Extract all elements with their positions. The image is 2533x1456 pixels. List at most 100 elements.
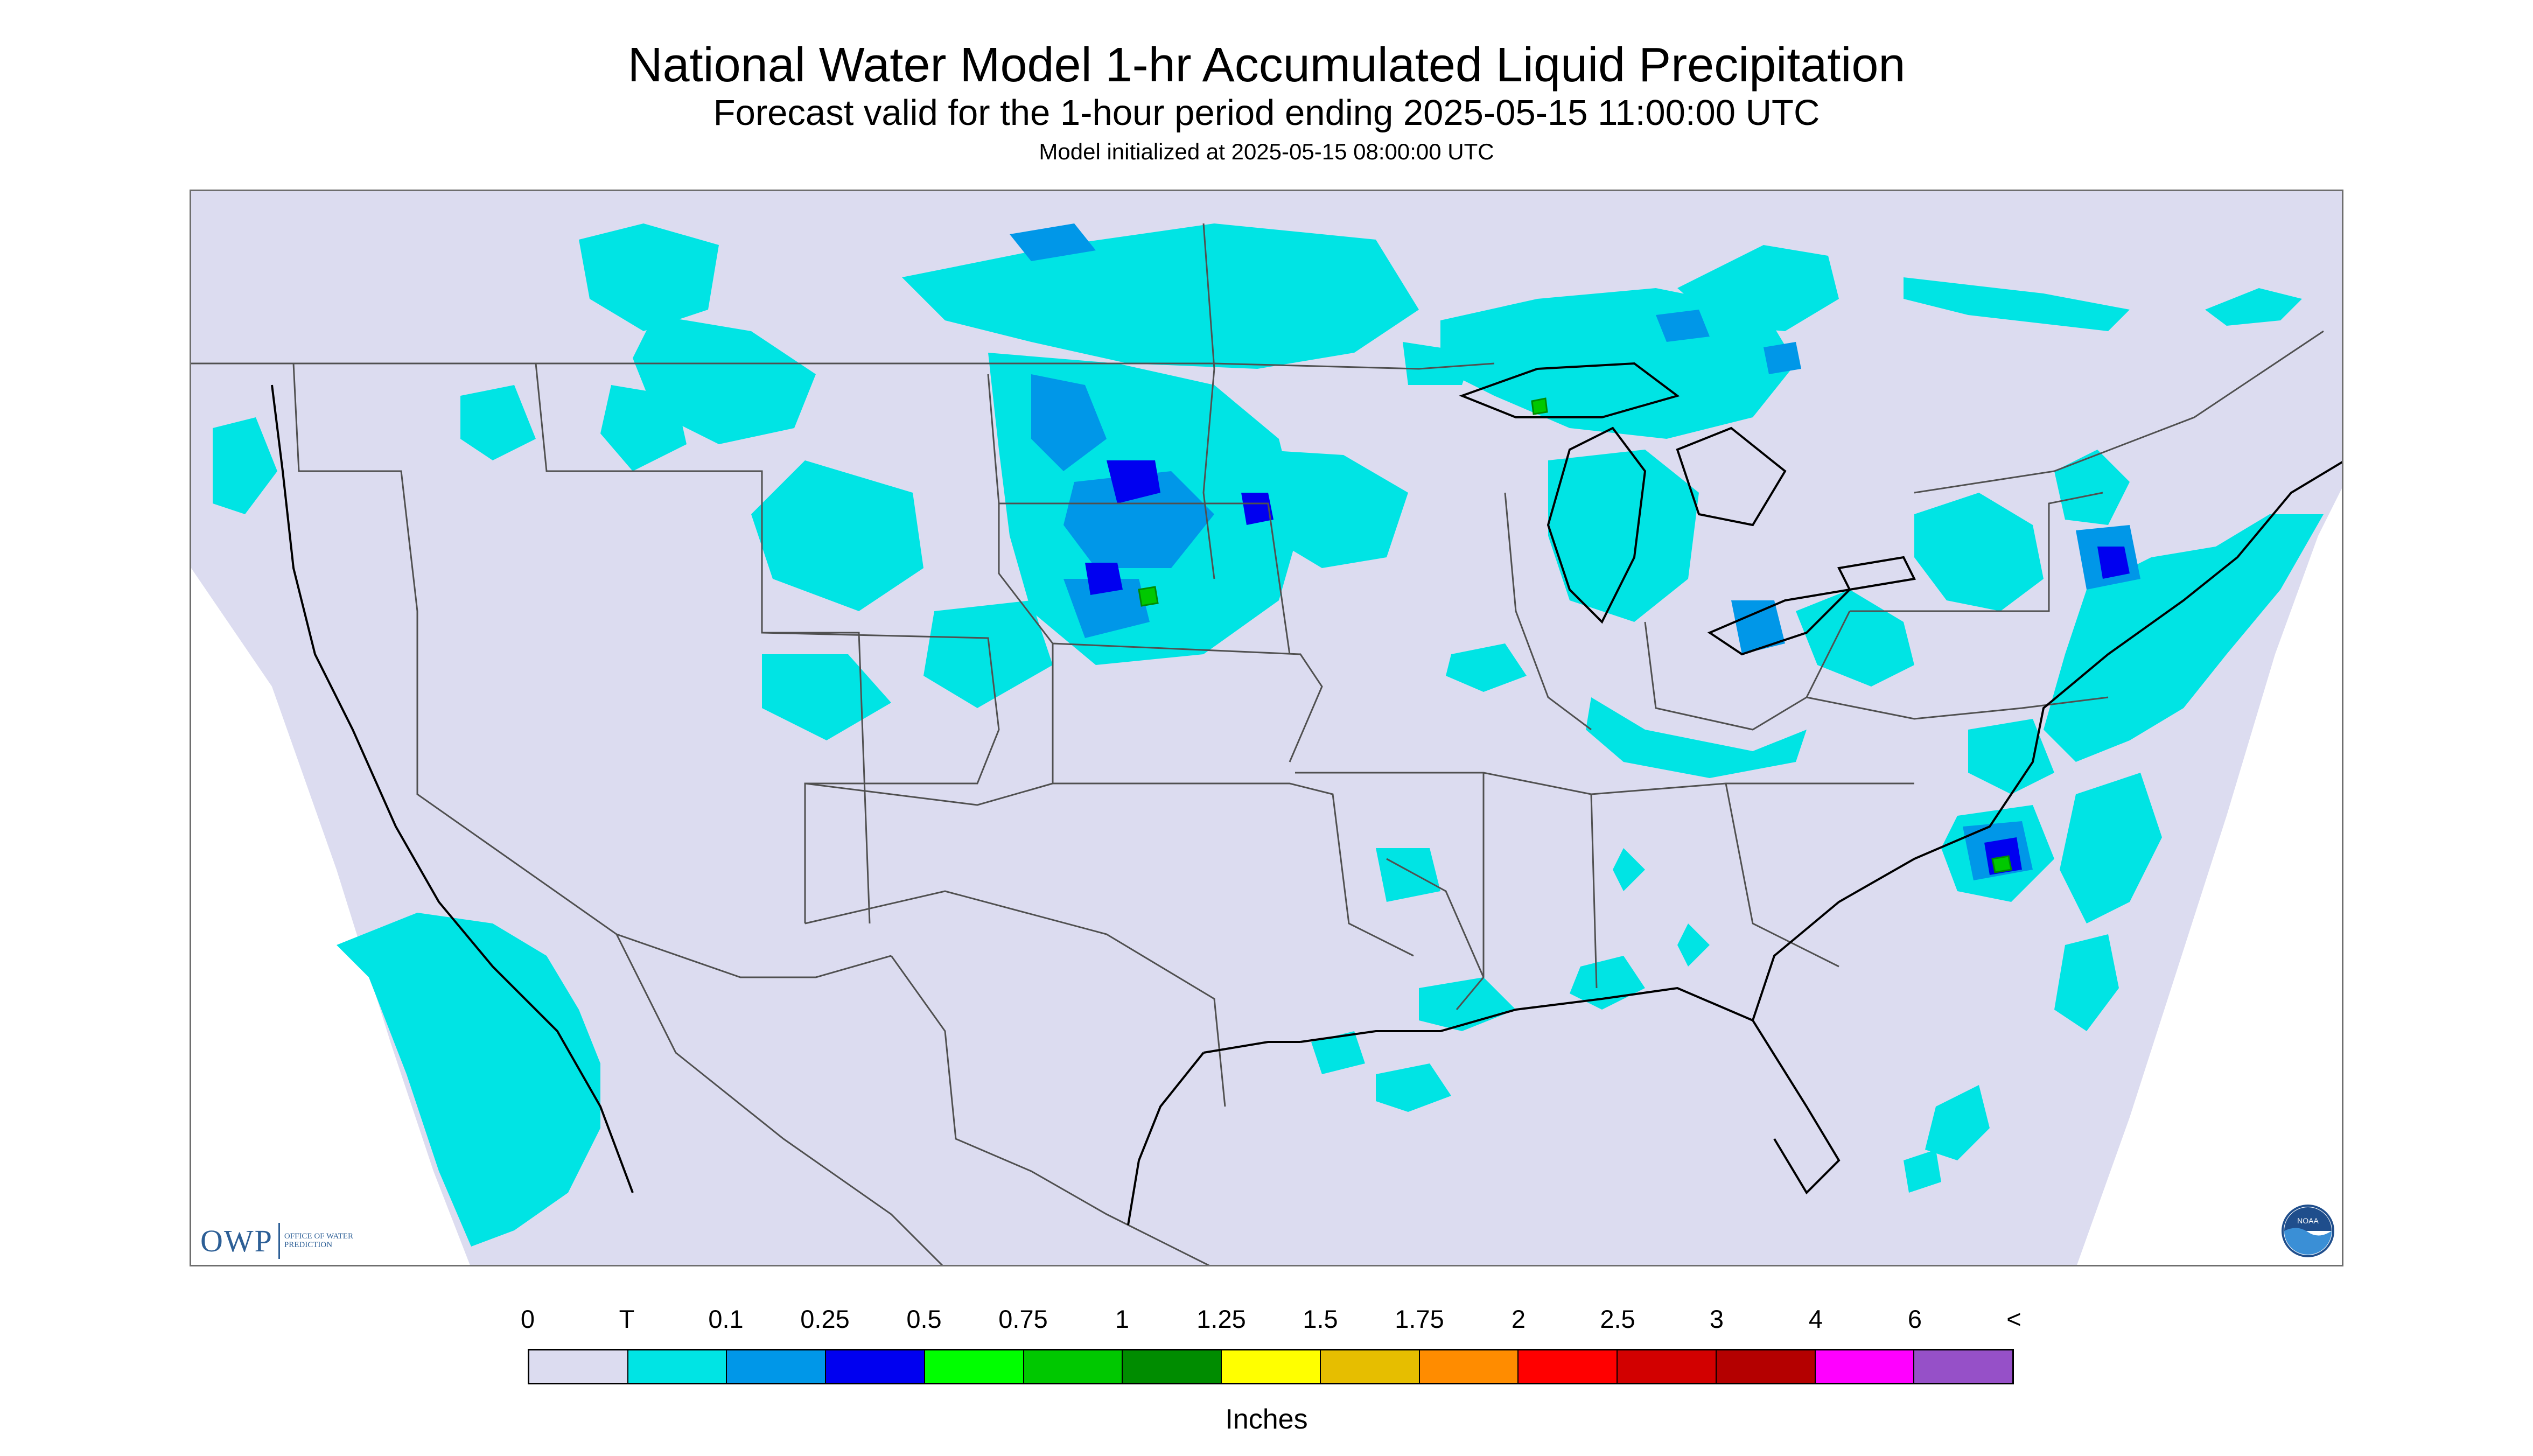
legend-label: 1.75 <box>1395 1305 1444 1333</box>
boundary-line <box>615 934 943 1265</box>
precip-area <box>1010 223 1096 261</box>
boundary-line <box>761 632 1000 923</box>
coastline <box>1127 1052 1205 1226</box>
precip-map <box>191 191 2342 1265</box>
boundary-line <box>1504 492 1592 731</box>
owp-logo-subtext: Office of Water Prediction <box>284 1232 353 1249</box>
precip-area <box>1063 471 1214 568</box>
precip-area <box>1914 493 2044 611</box>
model-domain <box>191 191 2342 1265</box>
legend-label: T <box>619 1305 635 1333</box>
legend-swatch <box>529 1350 628 1383</box>
boundary-line <box>191 362 1495 370</box>
precip-area <box>1991 855 2012 873</box>
legend-swatch <box>1024 1350 1123 1383</box>
precip-area <box>2054 450 2130 525</box>
legend-label: 0.25 <box>800 1305 850 1333</box>
lake-superior <box>1459 362 1680 418</box>
precip-area <box>1257 450 1408 568</box>
precip-area <box>1731 600 1785 654</box>
precip-area <box>1446 643 1527 692</box>
legend-swatch <box>1519 1350 1618 1383</box>
precip-area <box>1531 397 1548 415</box>
precip-area <box>1376 1063 1451 1112</box>
coastline <box>1300 986 1841 1195</box>
legend-labels: 0 T 0.1 0.25 0.5 0.75 1 1.25 1.5 1.75 2 2.5 3 4 6 < <box>521 1303 2021 1335</box>
boundary-line <box>1386 858 1485 978</box>
legend-swatch <box>925 1350 1024 1383</box>
state-boundaries <box>191 223 2324 1265</box>
boundary-line <box>1725 783 1839 968</box>
precip-area <box>1241 493 1274 525</box>
precip-area <box>751 460 923 611</box>
legend-label: 3 <box>1709 1305 1724 1333</box>
legend-label: 1.5 <box>1303 1305 1338 1333</box>
model-init-line: Model initialized at 2025-05-15 08:00:00… <box>1039 139 1494 164</box>
legend-swatch <box>1419 1350 1519 1383</box>
precip-area <box>600 385 687 471</box>
precip-area <box>1968 719 2054 794</box>
legend-label: 0 <box>520 1305 535 1333</box>
noaa-logo: NOAA <box>2282 1205 2334 1257</box>
boundary-line <box>535 363 871 924</box>
legend-label: 6 <box>1907 1305 1922 1333</box>
precip-area <box>1764 342 1801 374</box>
precip-area <box>2060 773 2162 923</box>
precip-area <box>1107 460 1160 503</box>
precip-area <box>1904 1150 1941 1193</box>
lake-ontario <box>1837 556 1916 591</box>
precip-area <box>1677 923 1710 967</box>
legend-swatch <box>1914 1350 2013 1383</box>
legend-swatch <box>1618 1350 1717 1383</box>
legend-unit: Inches <box>1225 1404 1308 1435</box>
boundary-line <box>1806 696 2109 720</box>
noaa-logo-text: NOAA <box>2297 1216 2319 1225</box>
precip-area <box>213 417 277 514</box>
precip-area <box>1138 586 1159 607</box>
boundary-line <box>1850 492 2103 612</box>
lake-erie <box>1707 588 1853 656</box>
coastline <box>1203 1041 1300 1054</box>
boundary-line <box>292 363 892 978</box>
lake-huron <box>1676 426 1787 527</box>
precip-area <box>2054 934 2119 1031</box>
map-title: National Water Model 1-hr Accumulated Li… <box>627 38 1906 92</box>
boundary-line <box>804 782 1053 806</box>
legend-label: < <box>2006 1305 2021 1333</box>
boundary-line <box>999 502 1291 655</box>
precip-light-layer <box>1010 223 2140 880</box>
legend-label: 2.5 <box>1600 1305 1635 1333</box>
legend-label: 4 <box>1808 1305 1823 1333</box>
map-subtitle: Forecast valid for the 1-hour period end… <box>713 93 1820 133</box>
legend-label: 0.1 <box>708 1305 744 1333</box>
precip-peak-layer <box>1138 397 2012 873</box>
boundary-line <box>1590 794 1598 989</box>
coastlines <box>271 362 2342 1226</box>
coastline <box>271 384 634 1193</box>
owp-logo: OWP Office of Water Prediction <box>200 1221 365 1260</box>
precip-area <box>1548 450 1699 622</box>
precip-area <box>1085 563 1123 595</box>
legend-swatch <box>1716 1350 1816 1383</box>
legend-label: 2 <box>1511 1305 1526 1333</box>
legend-swatch <box>1123 1350 1222 1383</box>
boundary-line <box>1914 330 2324 494</box>
legend-label: 1 <box>1115 1305 1130 1333</box>
legend-label: 0.75 <box>998 1305 1048 1333</box>
precip-area <box>460 385 536 460</box>
boundary-line <box>1202 223 1215 579</box>
precip-area <box>1586 697 1807 778</box>
precip-area <box>1904 277 2130 331</box>
boundary-line <box>1052 643 1414 957</box>
coastline <box>1752 461 2342 1021</box>
legend-colorbar <box>528 1349 2014 1384</box>
legend-swatch <box>1320 1350 1420 1383</box>
precip-area <box>1656 310 1710 342</box>
precip-area <box>1925 1085 1990 1160</box>
precip-area <box>337 913 600 1247</box>
legend-swatch <box>727 1350 827 1383</box>
precip-area <box>1419 977 1516 1031</box>
legend-label: 1.25 <box>1196 1305 1246 1333</box>
precip-area <box>762 654 891 740</box>
